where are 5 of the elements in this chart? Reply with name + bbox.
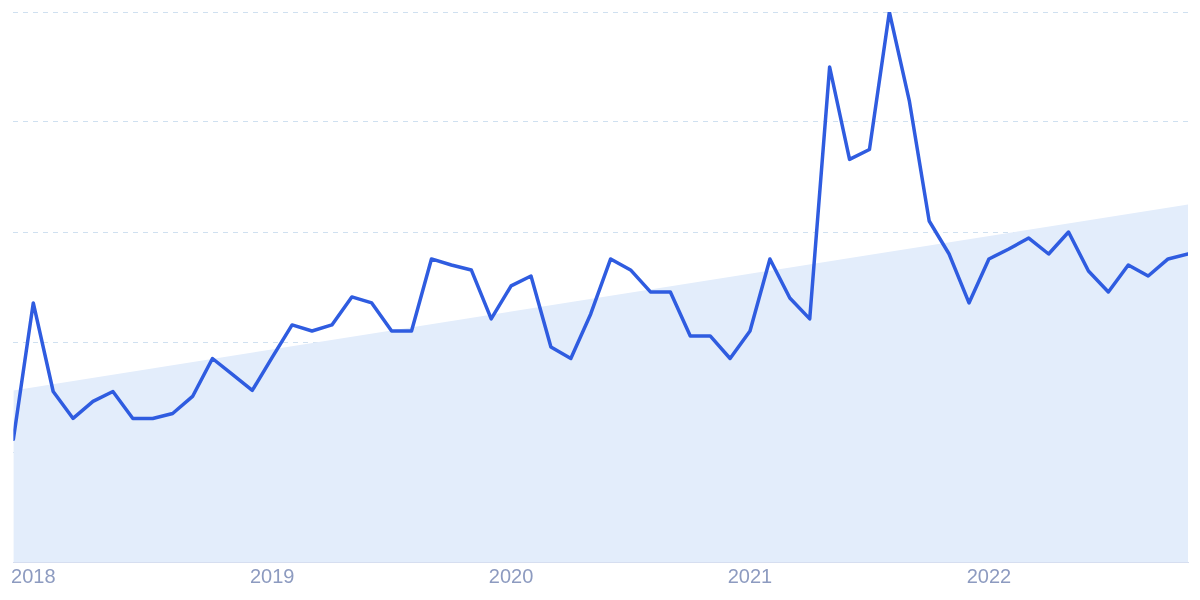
- x-tick-label: 2019: [249, 564, 295, 587]
- x-tick-label: 2018: [11, 564, 56, 587]
- x-tick-label: 2021: [727, 564, 773, 587]
- x-tick-label: 2020: [488, 564, 534, 587]
- x-tick-label: 2022: [966, 564, 1012, 587]
